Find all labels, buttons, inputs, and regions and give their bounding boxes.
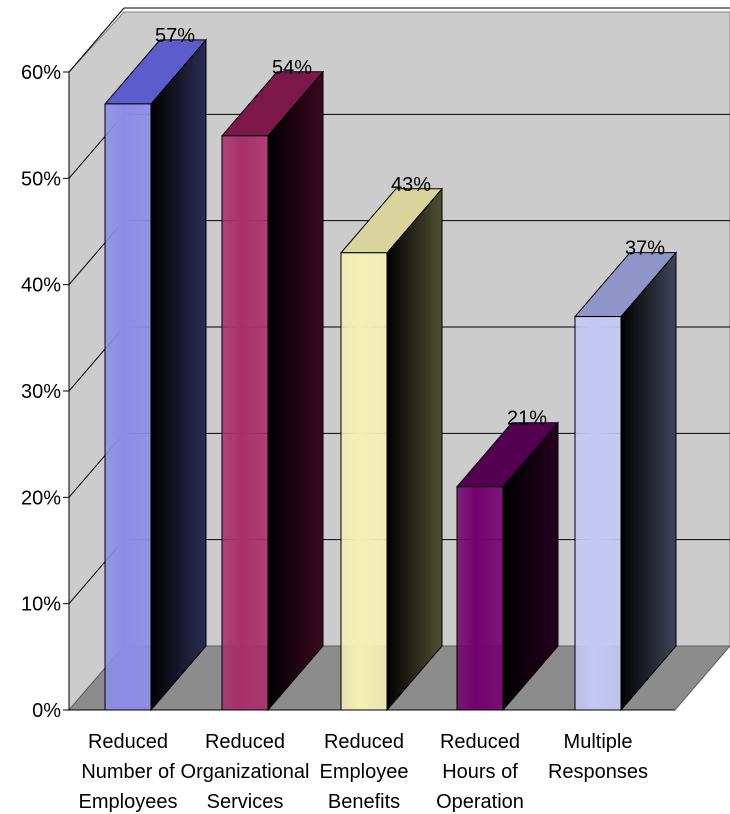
y-axis: 0% 10% 20% 30% 40% 50% 60% xyxy=(21,62,69,722)
y-tick-label: 40% xyxy=(21,275,61,297)
bar-front xyxy=(456,486,504,711)
category-label-line: Services xyxy=(207,791,284,813)
bar-front xyxy=(574,316,622,711)
category-label-line: Benefits xyxy=(328,791,400,813)
bar-front xyxy=(221,135,269,711)
category-label-line: Number of xyxy=(81,761,175,783)
bar: 57% xyxy=(103,25,208,712)
category-label-line: Hours of xyxy=(442,761,518,783)
bar: 21% xyxy=(455,408,560,712)
bar-side xyxy=(267,70,324,712)
category-label: Multiple Responses xyxy=(548,731,648,783)
bar: 54% xyxy=(220,57,325,712)
bar: 43% xyxy=(339,174,444,712)
category-label: Reduced Number of Employees xyxy=(79,731,178,813)
category-label-line: Responses xyxy=(548,761,648,783)
y-tick-label: 10% xyxy=(21,594,61,616)
category-label-line: Operation xyxy=(436,791,524,813)
y-tick-label: 60% xyxy=(21,62,61,84)
y-tick-label: 30% xyxy=(21,381,61,403)
category-label-line: Multiple xyxy=(564,731,633,753)
y-tick-label: 0% xyxy=(32,700,61,722)
bars: 57% 54% 43% 21% 37% xyxy=(103,25,678,712)
category-label-line: Employees xyxy=(79,791,178,813)
y-tick-label: 50% xyxy=(21,168,61,190)
category-label-line: Organizational xyxy=(181,761,310,783)
bar-front xyxy=(340,252,388,711)
gridline xyxy=(68,7,125,73)
data-label: 57% xyxy=(155,25,195,47)
category-label-line: Reduced xyxy=(205,731,285,753)
bar: 37% xyxy=(573,238,678,712)
category-label-line: Reduced xyxy=(324,731,404,753)
category-label-line: Employee xyxy=(320,761,409,783)
data-label: 37% xyxy=(625,238,665,260)
category-label: Reduced Hours of Operation xyxy=(436,731,524,813)
x-axis-labels: Reduced Number of Employees Reduced Organiza… xyxy=(79,731,649,813)
bar-side xyxy=(150,38,207,712)
bar-front xyxy=(104,103,152,711)
data-label: 43% xyxy=(391,174,431,196)
category-label: Reduced Organizational Services xyxy=(181,731,310,813)
data-label: 54% xyxy=(272,57,312,79)
data-label: 21% xyxy=(507,408,547,430)
category-label-line: Reduced xyxy=(88,731,168,753)
y-tick-label: 20% xyxy=(21,487,61,509)
bar-side xyxy=(620,251,677,712)
bar-side xyxy=(386,187,443,712)
category-label: Reduced Employee Benefits xyxy=(320,731,409,813)
category-label-line: Reduced xyxy=(440,731,520,753)
